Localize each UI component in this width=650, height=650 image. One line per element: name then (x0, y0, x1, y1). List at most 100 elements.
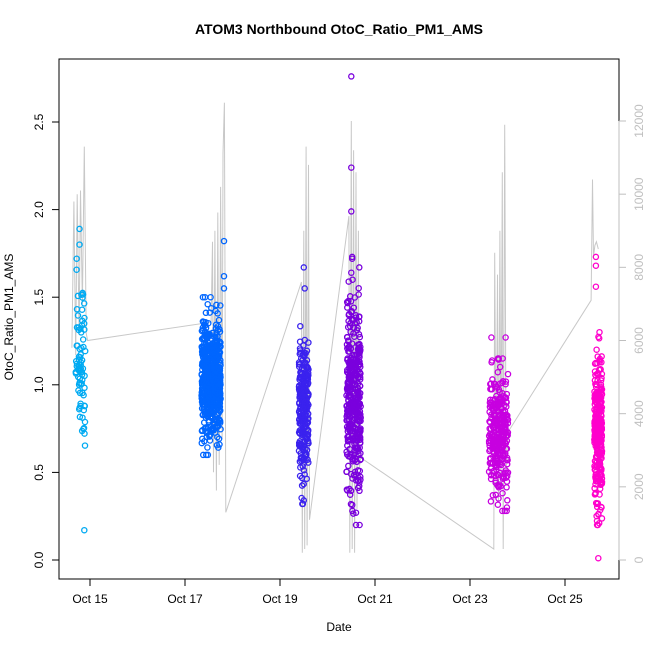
y2-tick-label: 12000 (632, 104, 646, 138)
data-point (355, 318, 363, 325)
data-point (220, 237, 228, 245)
data-point (354, 385, 362, 392)
data-point (205, 392, 212, 400)
y-tick-label: 1.5 (32, 289, 46, 306)
data-point (76, 367, 83, 375)
data-point (220, 285, 228, 292)
data-point (492, 491, 500, 499)
data-point (79, 336, 87, 343)
data-point (77, 361, 84, 369)
data-point (352, 509, 360, 516)
data-point (357, 403, 364, 410)
y2-tick-label: 2000 (632, 473, 646, 500)
data-point (199, 324, 207, 332)
data-point (343, 385, 351, 393)
data-point (203, 346, 210, 353)
secondary-series-layer (71, 102, 599, 553)
data-point (81, 430, 88, 437)
data-point (295, 447, 303, 455)
data-point (299, 386, 306, 393)
data-point (492, 437, 500, 444)
data-point (345, 462, 352, 470)
data-point (344, 345, 351, 352)
data-point (343, 448, 350, 456)
data-point (351, 437, 359, 444)
data-point (73, 255, 80, 262)
data-point (216, 417, 224, 425)
data-point (495, 400, 503, 407)
data-point (305, 391, 312, 398)
data-point (76, 413, 84, 421)
data-point (597, 479, 604, 486)
data-point (493, 455, 501, 463)
data-point (213, 301, 220, 309)
data-point (200, 406, 208, 413)
data-point (300, 264, 308, 271)
data-point (488, 334, 495, 341)
data-point (492, 381, 499, 388)
data-point (595, 333, 602, 341)
data-point (199, 334, 207, 342)
data-point (300, 423, 308, 430)
data-point (343, 468, 350, 475)
data-point (496, 363, 504, 371)
data-point (592, 383, 600, 390)
data-point (352, 370, 360, 378)
data-point (347, 500, 355, 508)
data-point (201, 394, 208, 401)
data-point (503, 399, 510, 406)
x-tick-label: Oct 15 (72, 592, 108, 606)
data-point (301, 285, 308, 292)
y2-tick-label: 10000 (632, 177, 646, 211)
data-point (356, 264, 363, 271)
data-point (199, 427, 206, 434)
data-point (204, 444, 211, 451)
data-point (356, 376, 364, 383)
data-point (492, 440, 499, 448)
data-point (501, 424, 509, 432)
data-point (81, 347, 89, 355)
data-point (591, 360, 599, 367)
data-point (356, 434, 364, 441)
data-point (202, 398, 209, 405)
data-point (217, 395, 224, 402)
data-point (596, 426, 603, 434)
data-point (495, 355, 502, 362)
data-point (503, 472, 511, 480)
data-point (73, 305, 81, 313)
data-point (300, 456, 307, 464)
data-point (489, 396, 496, 404)
data-point (355, 313, 363, 321)
data-point (488, 359, 495, 366)
data-point (348, 255, 356, 262)
data-point (347, 453, 354, 461)
data-point (72, 357, 80, 365)
y2-tick-label: 6000 (632, 327, 646, 354)
data-point (75, 405, 83, 413)
data-point (486, 408, 493, 416)
data-point (211, 355, 219, 363)
data-point (81, 442, 89, 449)
series-2 (198, 237, 228, 459)
data-point (504, 416, 511, 423)
data-point (351, 468, 359, 476)
data-point (502, 378, 510, 385)
data-point (303, 357, 311, 364)
data-point (598, 450, 606, 457)
data-point (347, 363, 354, 371)
data-point (300, 480, 307, 488)
data-point (349, 362, 356, 369)
y-axis-label: OtoC_Ratio_PM1_AMS (2, 254, 16, 381)
data-point (349, 475, 356, 482)
data-point (352, 521, 360, 529)
x-tick-label: Oct 25 (547, 592, 583, 606)
data-point (198, 378, 206, 385)
data-point (81, 314, 88, 322)
data-point (503, 460, 511, 468)
data-point (215, 345, 223, 352)
data-point (302, 445, 309, 453)
data-point (207, 342, 214, 349)
data-point (592, 283, 600, 290)
data-point (210, 405, 218, 413)
